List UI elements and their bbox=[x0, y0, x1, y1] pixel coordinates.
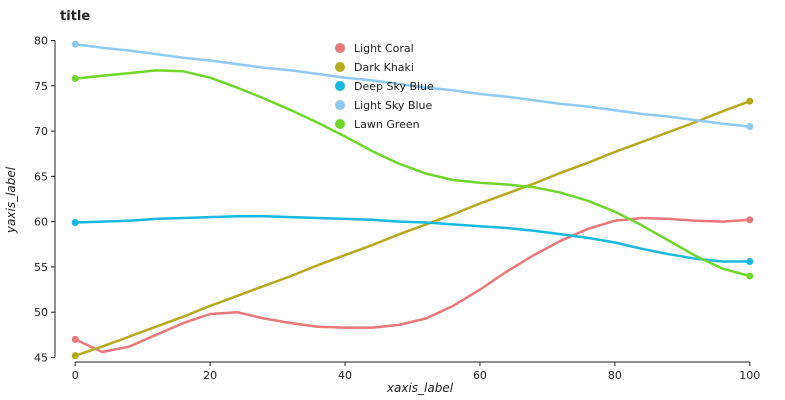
y-tick-label: 50 bbox=[34, 306, 48, 319]
series-line-dark-khaki bbox=[73, 99, 752, 357]
legend-label-lawn-green: Lawn Green bbox=[354, 118, 420, 131]
series-point-dark-khaki bbox=[71, 352, 79, 360]
series-line-lawn-green bbox=[73, 69, 752, 278]
x-tick-label: 20 bbox=[203, 369, 217, 382]
series-point-light-coral bbox=[746, 216, 754, 224]
series-line-light-coral bbox=[73, 216, 752, 354]
x-tick-label: 40 bbox=[338, 369, 352, 382]
y-tick-label: 60 bbox=[34, 216, 48, 229]
series-point-dark-khaki bbox=[746, 97, 754, 105]
legend: Light Coral Dark Khaki Deep Sky Blue Light … bbox=[335, 42, 434, 131]
series-line-deep-sky-blue bbox=[73, 214, 752, 263]
plot-area bbox=[71, 40, 754, 360]
x-tick-label: 0 bbox=[72, 369, 79, 382]
y-axis-title: yaxis_label bbox=[4, 166, 18, 234]
y-tick-label: 80 bbox=[34, 35, 48, 48]
legend-swatch-deep-sky-blue bbox=[335, 81, 345, 91]
series-point-lawn-green bbox=[71, 75, 79, 83]
chart-title: title bbox=[60, 9, 90, 24]
legend-swatch-light-sky-blue bbox=[335, 100, 345, 110]
y-tick-label: 65 bbox=[34, 170, 48, 183]
y-tick-label: 55 bbox=[34, 261, 48, 274]
y-tick-label: 75 bbox=[34, 80, 48, 93]
axes: 45 50 55 60 65 70 75 80 0 20 40 60 80 100 bbox=[34, 35, 760, 382]
x-tick-label: 80 bbox=[608, 369, 622, 382]
series-point-light-sky-blue bbox=[71, 40, 79, 48]
series-point-deep-sky-blue bbox=[71, 219, 79, 227]
y-tick-label: 70 bbox=[34, 125, 48, 138]
x-tick-label: 60 bbox=[473, 369, 487, 382]
x-axis-title: xaxis_label bbox=[386, 381, 454, 395]
legend-label-dark-khaki: Dark Khaki bbox=[354, 61, 414, 74]
series-point-lawn-green bbox=[746, 272, 754, 280]
legend-swatch-light-coral bbox=[335, 43, 345, 53]
legend-label-deep-sky-blue: Deep Sky Blue bbox=[354, 80, 434, 93]
x-tick-label: 100 bbox=[739, 369, 760, 382]
legend-label-light-sky-blue: Light Sky Blue bbox=[354, 99, 432, 112]
legend-swatch-lawn-green bbox=[335, 119, 345, 129]
legend-label-light-coral: Light Coral bbox=[354, 42, 414, 55]
y-tick-label: 45 bbox=[34, 351, 48, 364]
series-point-light-coral bbox=[71, 335, 79, 343]
series-point-light-sky-blue bbox=[746, 123, 754, 131]
legend-swatch-dark-khaki bbox=[335, 62, 345, 72]
series-point-deep-sky-blue bbox=[746, 257, 754, 265]
series-line-light-sky-blue bbox=[73, 42, 752, 128]
